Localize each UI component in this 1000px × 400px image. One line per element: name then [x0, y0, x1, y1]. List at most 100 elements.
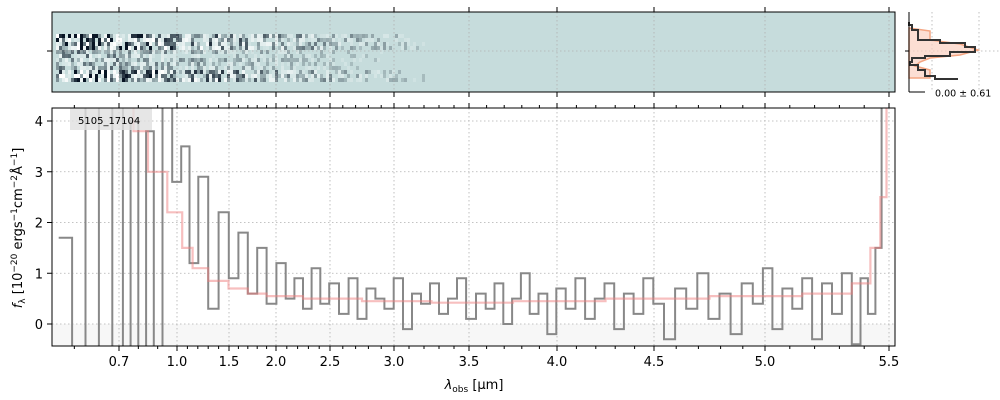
2d-pixel [350, 62, 353, 66]
2d-pixel [251, 38, 254, 42]
2d-pixel [284, 54, 287, 58]
2d-pixel [86, 74, 89, 78]
2d-pixel [140, 78, 143, 82]
2d-pixel [125, 42, 128, 46]
2d-pixel [104, 46, 107, 50]
2d-pixel [185, 38, 188, 42]
2d-pixel [149, 70, 152, 74]
2d-pixel [224, 78, 227, 82]
2d-pixel [137, 78, 140, 82]
2d-pixel [215, 50, 218, 54]
2d-pixel [86, 50, 89, 54]
2d-pixel [119, 62, 122, 66]
2d-pixel [191, 46, 194, 50]
2d-pixel [284, 74, 287, 78]
2d-pixel [401, 34, 404, 38]
2d-pixel [185, 50, 188, 54]
2d-pixel [143, 46, 146, 50]
2d-pixel [365, 74, 368, 78]
2d-pixel [326, 74, 329, 78]
2d-pixel [374, 58, 377, 62]
2d-pixel [257, 46, 260, 50]
2d-pixel [284, 46, 287, 50]
2d-pixel [377, 70, 380, 74]
2d-pixel [131, 74, 134, 78]
2d-pixel [332, 78, 335, 82]
2d-pixel [74, 34, 77, 38]
2d-pixel [248, 34, 251, 38]
2d-pixel [272, 78, 275, 82]
y-axis-label: fλ [10−20 ergs−1cm−2Å−1] [10, 148, 28, 309]
2d-pixel [413, 46, 416, 50]
2d-pixel [83, 74, 86, 78]
2d-pixel [365, 34, 368, 38]
2d-pixel [305, 46, 308, 50]
2d-pixel [164, 38, 167, 42]
2d-pixel [230, 50, 233, 54]
2d-pixel [422, 42, 425, 46]
2d-pixel [359, 74, 362, 78]
2d-pixel [152, 34, 155, 38]
2d-pixel [119, 38, 122, 42]
2d-pixel [413, 42, 416, 46]
2d-pixel [122, 54, 125, 58]
2d-pixel [197, 78, 200, 82]
2d-pixel [245, 78, 248, 82]
2d-pixel [92, 74, 95, 78]
2d-pixel [89, 46, 92, 50]
2d-pixel [230, 70, 233, 74]
2d-pixel [65, 58, 68, 62]
2d-pixel [62, 46, 65, 50]
2d-pixel [239, 58, 242, 62]
2d-pixel [62, 70, 65, 74]
2d-pixel [215, 74, 218, 78]
2d-pixel [374, 42, 377, 46]
2d-pixel [119, 74, 122, 78]
2d-pixel [173, 78, 176, 82]
2d-pixel [218, 74, 221, 78]
2d-pixel [155, 38, 158, 42]
2d-pixel [347, 38, 350, 42]
2d-pixel [143, 74, 146, 78]
2d-pixel [305, 74, 308, 78]
2d-pixel [209, 46, 212, 50]
2d-pixel [113, 42, 116, 46]
2d-pixel [161, 74, 164, 78]
2d-pixel [383, 46, 386, 50]
2d-pixel [233, 34, 236, 38]
2d-pixel [404, 42, 407, 46]
1d-spectrum-panel: 5105_17104 0.7 1.0 1.5 2.0 2.5 3.0 3.5 4.0 4.5 5.… [10, 103, 899, 395]
2d-pixel [104, 66, 107, 70]
2d-pixel [242, 66, 245, 70]
2d-pixel [305, 54, 308, 58]
2d-pixel [422, 74, 425, 78]
2d-pixel [245, 50, 248, 54]
2d-pixel [188, 70, 191, 74]
2d-pixel [275, 34, 278, 38]
2d-pixel [167, 38, 170, 42]
2d-pixel [245, 46, 248, 50]
2d-pixel [245, 66, 248, 70]
2d-pixel [230, 46, 233, 50]
2d-pixel [140, 54, 143, 58]
2d-pixel [269, 42, 272, 46]
2d-pixel [320, 78, 323, 82]
2d-pixel [398, 70, 401, 74]
2d-pixel [218, 46, 221, 50]
2d-pixel [122, 38, 125, 42]
2d-pixel [164, 74, 167, 78]
2d-pixel [203, 58, 206, 62]
2d-pixel [140, 70, 143, 74]
2d-pixel [182, 42, 185, 46]
2d-pixel [290, 62, 293, 66]
2d-pixel [374, 74, 377, 78]
2d-pixel [77, 70, 80, 74]
2d-pixel [347, 78, 350, 82]
2d-pixel [326, 42, 329, 46]
2d-pixel [170, 62, 173, 66]
2d-pixel [203, 74, 206, 78]
2d-pixel [191, 34, 194, 38]
2d-pixel [59, 50, 62, 54]
2d-pixel [143, 38, 146, 42]
2d-pixel [107, 70, 110, 74]
